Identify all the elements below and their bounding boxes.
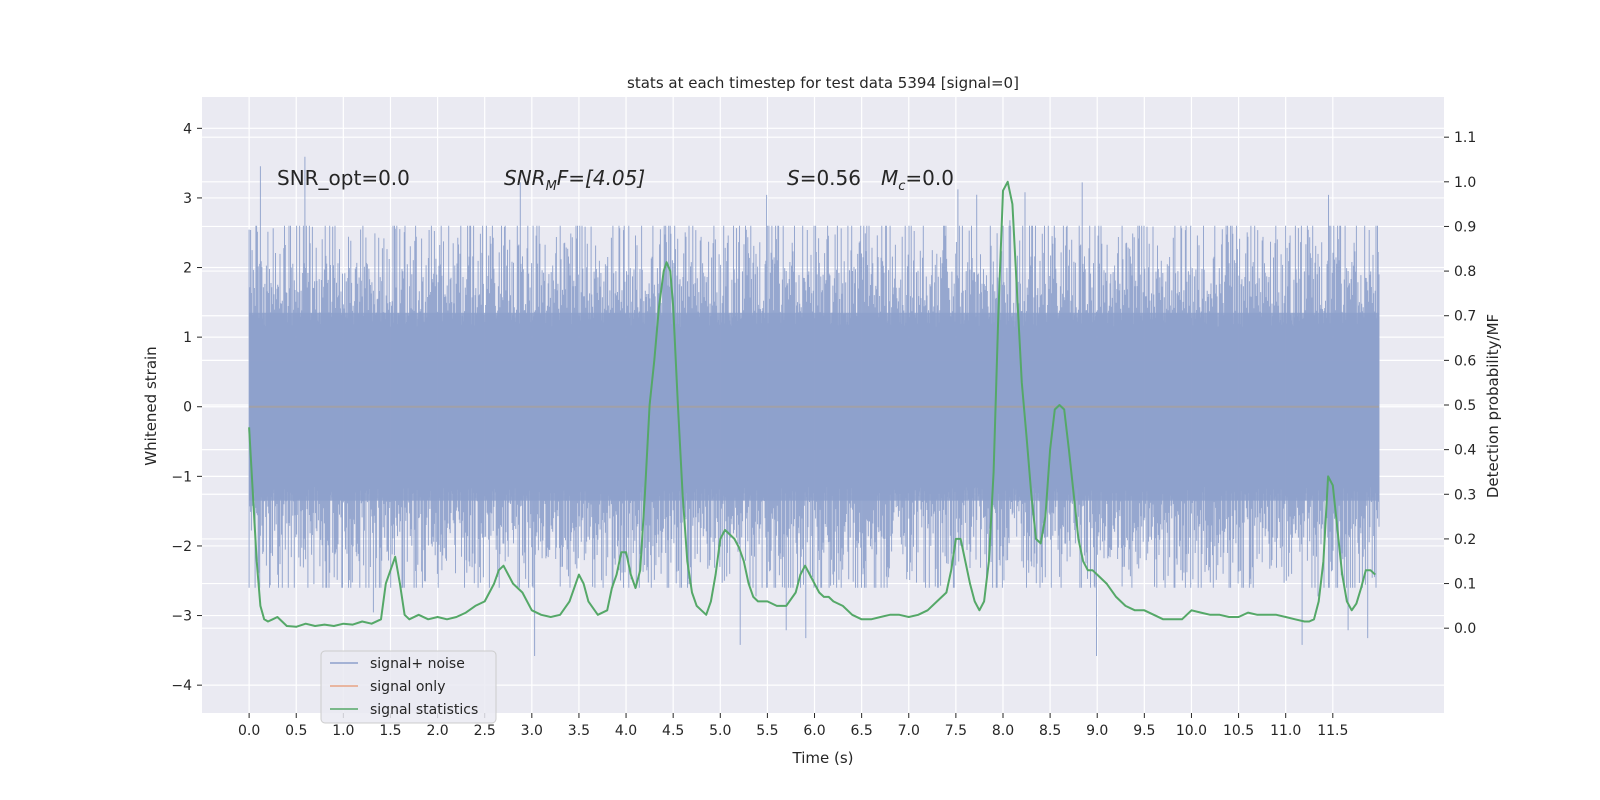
annotation-snr-mf-main: SNR [504, 166, 546, 190]
statistics-line [248, 180, 1376, 628]
x-tick-label: 0.5 [285, 723, 307, 739]
noise-trace [248, 156, 1380, 656]
statistics-series [248, 180, 1376, 628]
y-tick-label: 0 [183, 400, 192, 416]
y2-tick-label: 0.6 [1454, 353, 1476, 369]
x-tick-label: 1.0 [332, 723, 354, 739]
annotation-mc-rest: =0.0 [905, 166, 954, 190]
annotation-snr-opt: SNR_opt=0.0 [277, 166, 410, 190]
x-tick-label: 5.0 [709, 723, 731, 739]
y-axis-ticks: 4 3 2 1 0 −1 −2 −3 −4 [171, 121, 202, 694]
annotation-snr-mf: SNRMF=[4.05] [504, 166, 645, 194]
x-tick-label: 7.5 [945, 723, 967, 739]
y2-tick-label: 0.7 [1454, 309, 1476, 325]
x-tick-label: 4.5 [662, 723, 684, 739]
y2-tick-label: 0.2 [1454, 532, 1476, 548]
x-tick-label: 1.5 [379, 723, 401, 739]
y2-tick-label: 0.3 [1454, 487, 1476, 503]
x-axis-label: Time (s) [792, 749, 854, 767]
y2-tick-label: 0.4 [1454, 443, 1476, 459]
x-tick-label: 2.0 [426, 723, 448, 739]
y2-axis-ticks: 1.1 1.0 0.9 0.8 0.7 0.6 0.5 0.4 0.3 0.2 0.1 0.0 [1444, 130, 1476, 637]
x-tick-label: 3.0 [521, 723, 543, 739]
y-tick-label: −2 [171, 539, 192, 555]
annotation-snr-mf-rest: F=[4.05] [557, 166, 645, 190]
y-tick-label: −1 [171, 469, 192, 485]
chart-title: stats at each timestep for test data 539… [627, 74, 1019, 92]
x-tick-label: 10.0 [1176, 723, 1207, 739]
y2-tick-label: 1.0 [1454, 175, 1476, 191]
annotation-mc: Mc=0.0 [881, 166, 954, 194]
y-tick-label: 4 [183, 121, 192, 137]
annotation-mc-sub: c [898, 179, 905, 194]
x-tick-label: 3.5 [568, 723, 590, 739]
annotation-s-main: S [787, 166, 800, 190]
x-tick-label: 6.0 [803, 723, 825, 739]
x-tick-label: 6.5 [851, 723, 873, 739]
x-tick-label: 9.5 [1133, 723, 1155, 739]
y-tick-label: 3 [183, 191, 192, 207]
y2-tick-label: 1.1 [1454, 130, 1476, 146]
annotation-snr-mf-sub: M [546, 179, 557, 194]
annotation-mc-main: M [881, 166, 898, 190]
legend-label-noise: signal+ noise [370, 656, 465, 672]
annotation-s: S=0.56 [787, 166, 861, 190]
y-tick-label: −4 [171, 678, 192, 694]
legend-box [320, 650, 497, 724]
x-tick-label: 11.0 [1270, 723, 1301, 739]
x-tick-label: 9.0 [1086, 723, 1108, 739]
y-tick-label: 2 [183, 261, 192, 277]
y-tick-label: 1 [183, 330, 192, 346]
y2-axis-label: Detection probability/MF [1484, 314, 1502, 498]
x-tick-label: 7.0 [898, 723, 920, 739]
x-tick-label: 4.0 [615, 723, 637, 739]
y-tick-label: −3 [171, 609, 192, 625]
x-tick-label: 0.0 [238, 723, 260, 739]
x-tick-label: 2.5 [474, 723, 496, 739]
legend-label-signal-only: signal only [370, 679, 445, 695]
annotation-s-rest: =0.56 [800, 166, 861, 190]
x-tick-label: 11.5 [1317, 723, 1348, 739]
x-axis-ticks: 0.0 0.5 1.0 1.5 2.0 2.5 3.0 3.5 4.0 4.5 5.0 5.5 6.0 6… [238, 713, 1348, 739]
x-tick-label: 5.5 [756, 723, 778, 739]
y-axis-label: Whitened strain [142, 346, 160, 465]
y2-tick-label: 0.0 [1454, 621, 1476, 637]
y2-tick-label: 0.1 [1454, 577, 1476, 593]
y2-tick-label: 0.8 [1454, 264, 1476, 280]
x-tick-label: 8.0 [992, 723, 1014, 739]
y2-tick-label: 0.5 [1454, 398, 1476, 414]
legend-label-statistics: signal statistics [370, 702, 478, 718]
y2-tick-label: 0.9 [1454, 219, 1476, 235]
legend: signal+ noise signal only signal statist… [320, 650, 497, 724]
x-tick-label: 10.5 [1223, 723, 1254, 739]
x-tick-label: 8.5 [1039, 723, 1061, 739]
